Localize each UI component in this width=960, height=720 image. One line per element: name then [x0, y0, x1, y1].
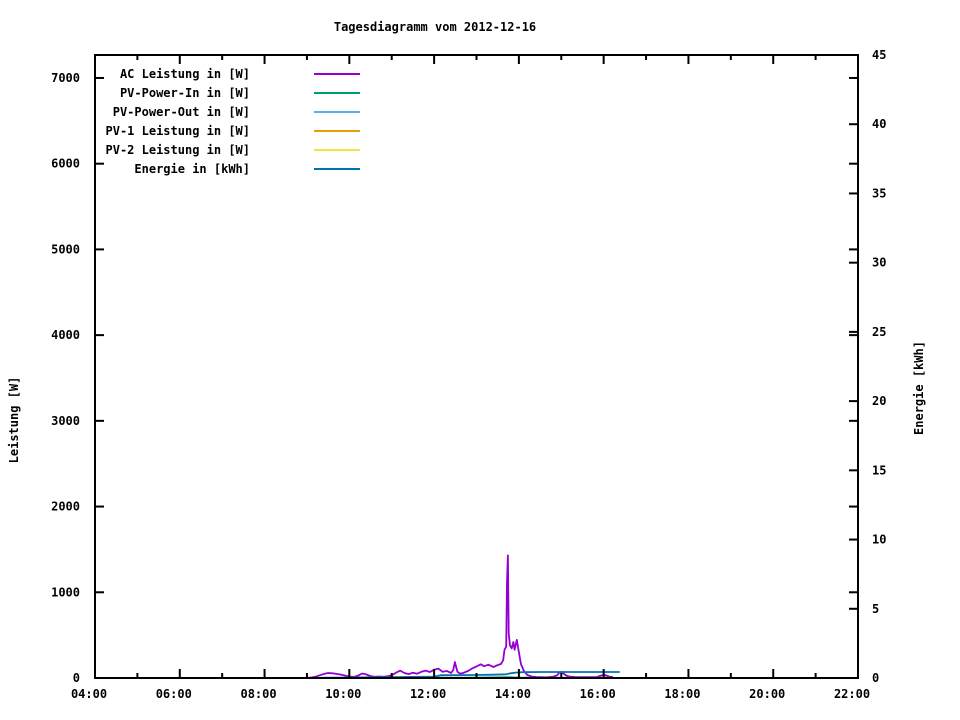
legend-item-pv1-leistung: PV-1 Leistung in [W] — [20, 121, 360, 140]
legend-line-sample — [314, 129, 360, 132]
legend-line-sample — [314, 91, 360, 94]
tick-label: 6000 — [51, 157, 80, 171]
tick-label: 30 — [872, 256, 886, 270]
legend-line-sample — [314, 110, 360, 113]
legend-label: PV-2 Leistung in [W] — [105, 142, 251, 157]
tick-label: 08:00 — [240, 687, 276, 701]
tick-label: 5 — [872, 602, 879, 616]
tick-label: 15 — [872, 463, 886, 477]
legend-item-pv-power-out: PV-Power-Out in [W] — [20, 102, 360, 121]
legend-label: AC Leistung in [W] — [119, 66, 250, 81]
axis-tick-labels: 04:00 06:00 08:00 10:00 12:00 14:00 16:00 18:00… — [51, 48, 886, 701]
tick-label: 5000 — [51, 242, 80, 256]
legend-line-sample — [314, 72, 360, 75]
tick-label: 4000 — [51, 328, 80, 342]
legend-item-pv2-leistung: PV-2 Leistung in [W] — [20, 140, 360, 159]
legend-line-sample — [314, 148, 360, 151]
tick-label: 04:00 — [71, 687, 107, 701]
legend-label: PV-Power-Out in [W] — [112, 104, 250, 119]
tick-label: 25 — [872, 325, 886, 339]
tick-label: 0 — [73, 671, 80, 685]
tick-label: 10 — [872, 533, 886, 547]
tick-label: 12:00 — [410, 687, 446, 701]
tick-label: 18:00 — [664, 687, 700, 701]
legend-item-energie: Energie in [kWh] — [20, 159, 360, 178]
tick-label: 10:00 — [325, 687, 361, 701]
legend-item-ac-leistung: AC Leistung in [W] — [20, 64, 360, 83]
tick-label: 2000 — [51, 500, 80, 514]
tick-label: 14:00 — [495, 687, 531, 701]
legend: AC Leistung in [W] PV-Power-In in [W] PV… — [20, 64, 360, 178]
axis-ticks — [94, 54, 859, 679]
series-line-1 — [307, 554, 614, 679]
series-lines — [307, 554, 620, 679]
legend-label: PV-Power-In in [W] — [119, 85, 250, 100]
legend-line-sample — [314, 167, 360, 170]
tick-label: 35 — [872, 186, 886, 200]
tick-label: 0 — [872, 671, 879, 685]
tick-label: 40 — [872, 117, 886, 131]
chart-title: Tagesdiagramm vom 2012-12-16 — [333, 20, 537, 34]
tick-label: 06:00 — [156, 687, 192, 701]
tick-label: 45 — [872, 48, 886, 62]
tick-label: 1000 — [51, 585, 80, 599]
tick-label: 22:00 — [834, 687, 870, 701]
tick-label: 20:00 — [749, 687, 785, 701]
legend-item-pv-power-in: PV-Power-In in [W] — [20, 83, 360, 102]
tick-label: 7000 — [51, 71, 80, 85]
legend-label: Energie in [kWh] — [134, 161, 250, 176]
tick-label: 3000 — [51, 414, 80, 428]
tick-label: 20 — [872, 394, 886, 408]
legend-label: PV-1 Leistung in [W] — [105, 123, 251, 138]
tick-label: 16:00 — [580, 687, 616, 701]
